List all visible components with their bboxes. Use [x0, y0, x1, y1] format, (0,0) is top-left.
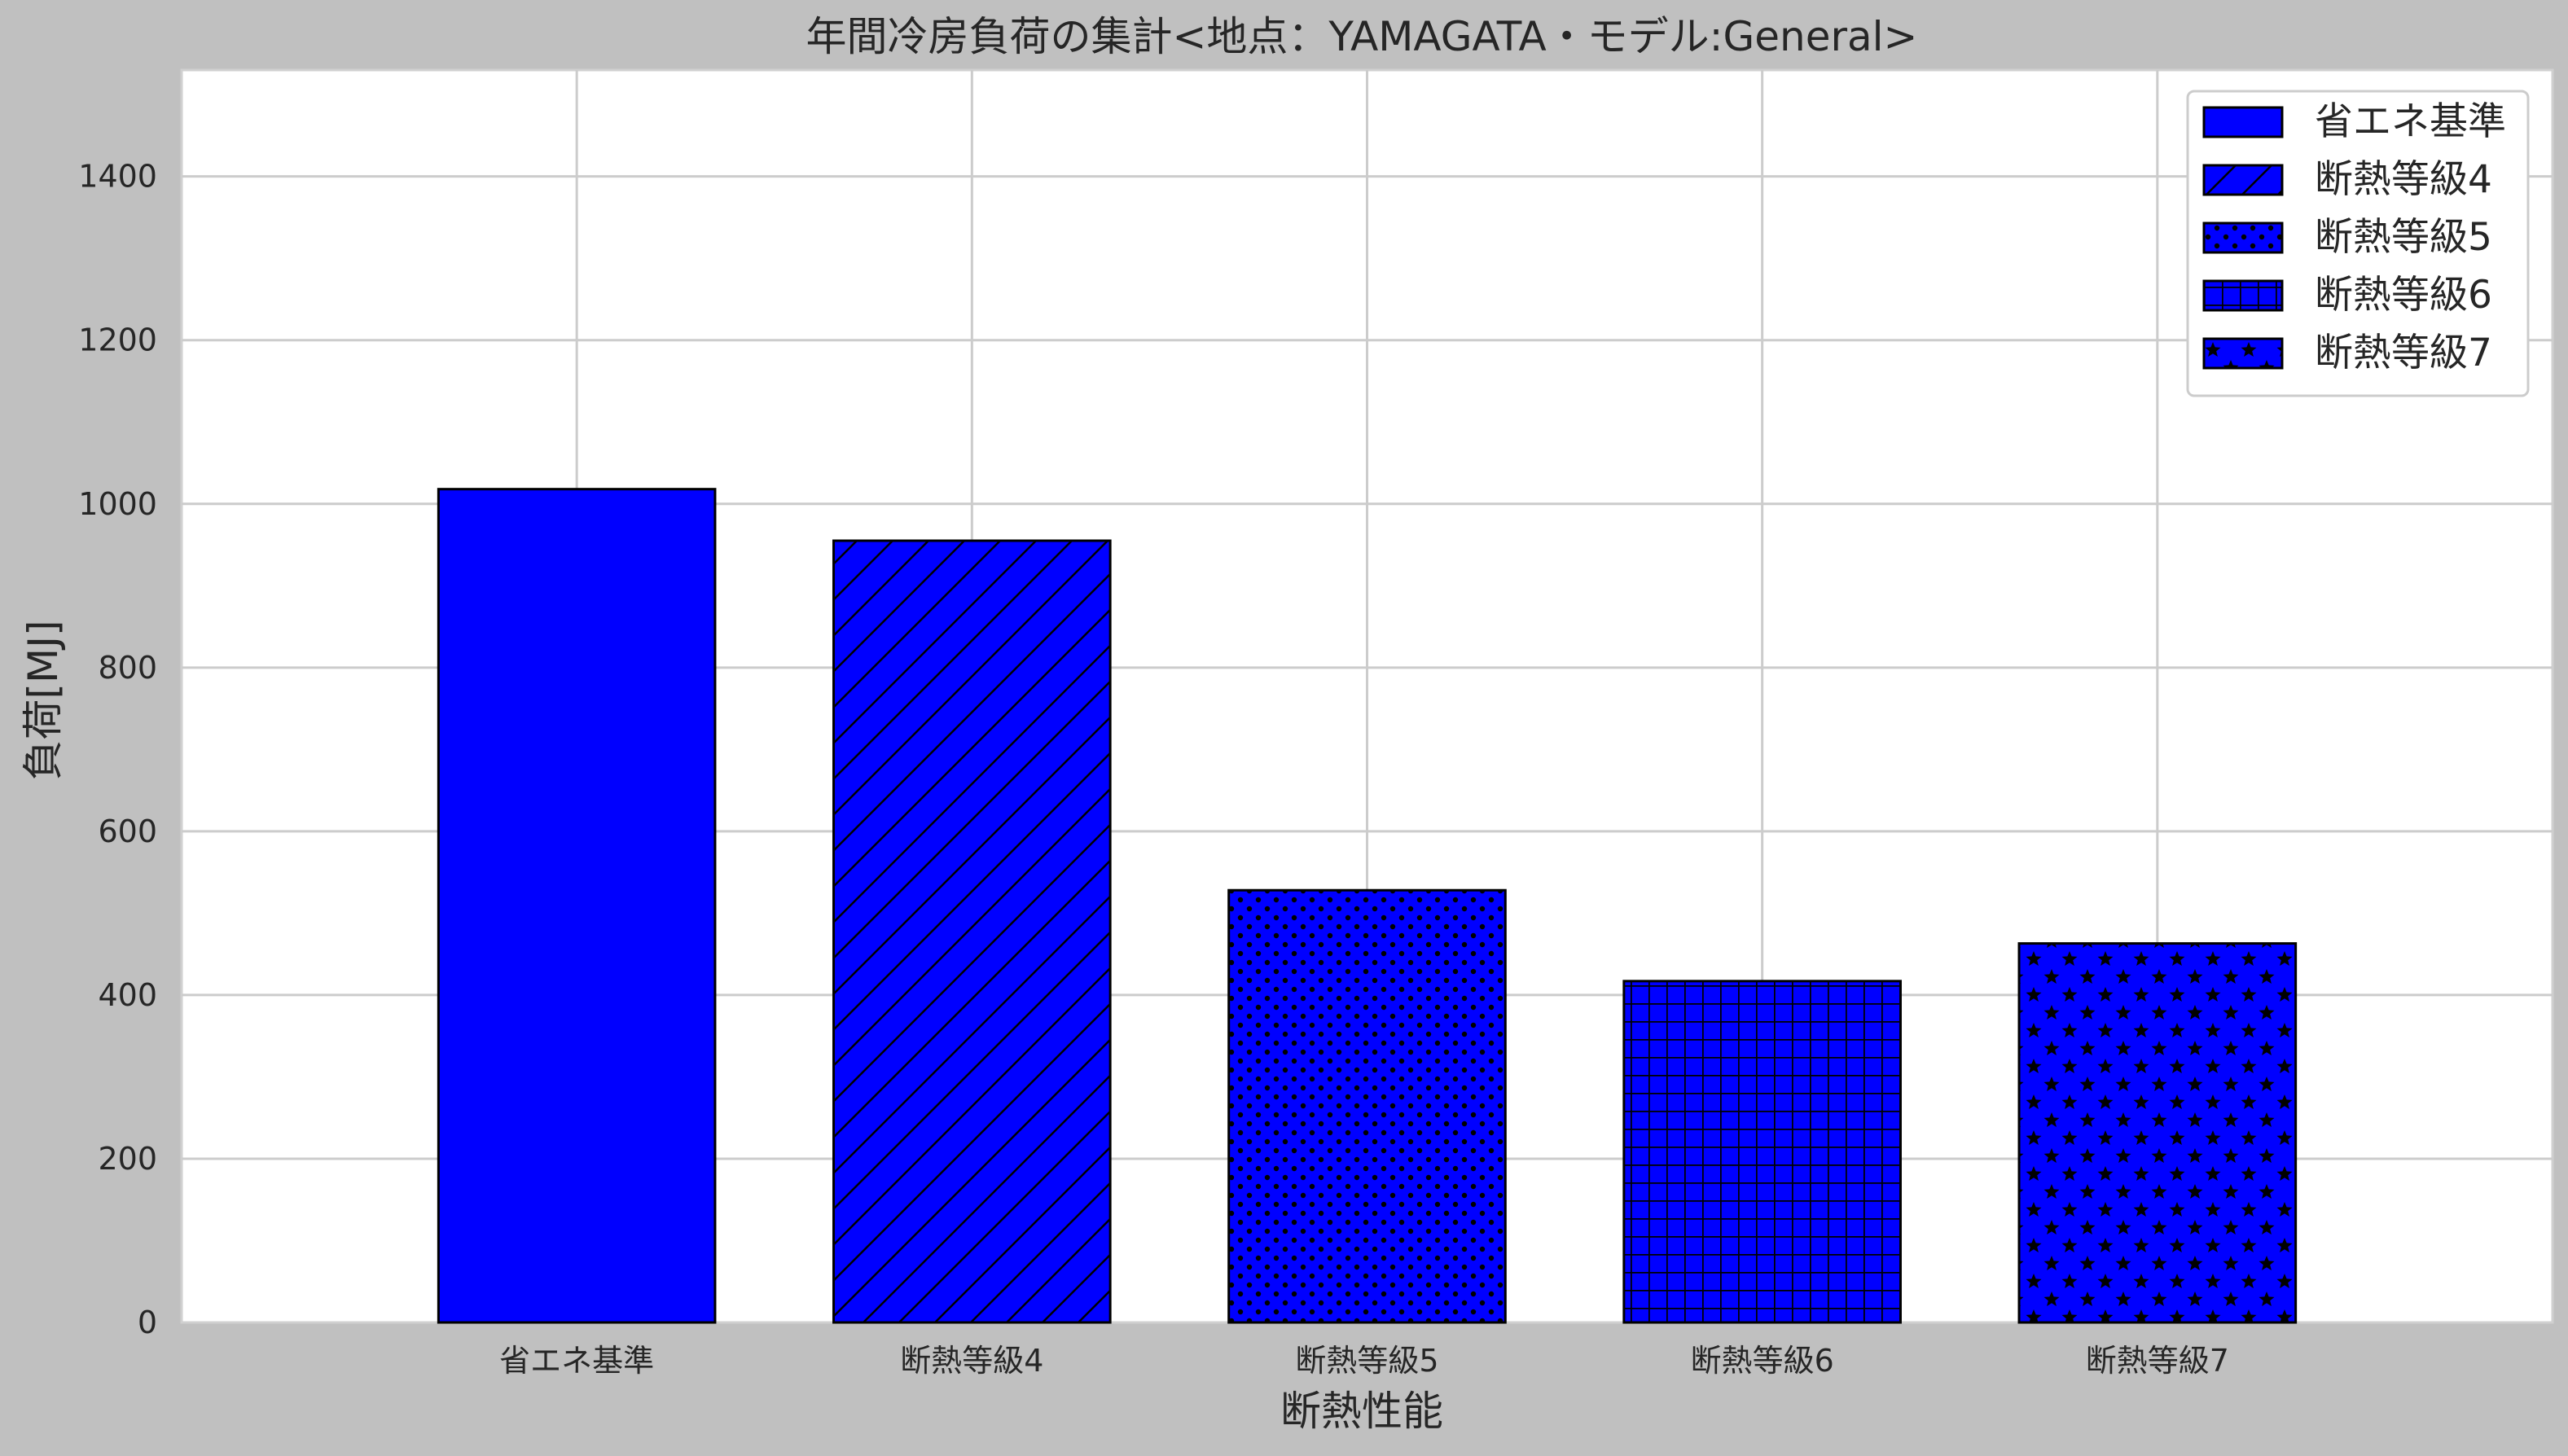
legend-swatch-4	[2202, 279, 2284, 312]
legend-label-4: 断熱等級6	[2315, 273, 2492, 318]
y-tick-label: 200	[98, 1141, 157, 1177]
bar-5	[2017, 942, 2298, 1324]
legend-label-5: 断熱等級7	[2315, 331, 2492, 375]
x-axis-label: 断熱性能	[1280, 1388, 1443, 1435]
x-tick-label: 断熱等級4	[900, 1343, 1043, 1379]
x-tick-label: 断熱等級6	[1691, 1343, 1834, 1379]
y-axis-label: 負荷[MJ]	[20, 621, 67, 781]
bar-4	[1622, 980, 1902, 1324]
y-tick-label: 1200	[78, 322, 157, 358]
y-tick-label: 1000	[78, 486, 157, 522]
legend-label-2: 断熱等級4	[2315, 157, 2492, 202]
y-tick-label: 600	[98, 814, 157, 849]
legend-swatch-2	[2202, 164, 2284, 196]
bar-1	[437, 488, 717, 1324]
legend-swatch-5	[2202, 337, 2284, 370]
legend-label-3: 断熱等級5	[2315, 215, 2492, 260]
legend-label-1: 省エネ基準	[2315, 99, 2506, 144]
x-tick-label: 断熱等級5	[1295, 1343, 1438, 1379]
x-axis-ticks: 省エネ基準 断熱等級4 断熱等級5 断熱等級6 断熱等級7	[499, 1343, 2229, 1379]
y-tick-label: 0	[138, 1305, 157, 1340]
y-tick-label: 400	[98, 977, 157, 1013]
bars	[437, 488, 2298, 1324]
chart-title: 年間冷房負荷の集計<地点：YAMAGATA・モデル:General>	[806, 13, 1918, 60]
y-tick-label: 1400	[78, 159, 157, 195]
legend-swatch-3	[2202, 221, 2284, 254]
x-tick-label: 断熱等級7	[2086, 1343, 2229, 1379]
legend-swatch-1	[2202, 106, 2284, 138]
bar-2	[832, 539, 1112, 1324]
bar-3	[1227, 888, 1507, 1324]
x-tick-label: 省エネ基準	[499, 1343, 654, 1379]
y-tick-label: 800	[98, 650, 157, 686]
y-axis-ticks: 0 200 400 600 800 1000 1200 1400	[78, 159, 157, 1340]
